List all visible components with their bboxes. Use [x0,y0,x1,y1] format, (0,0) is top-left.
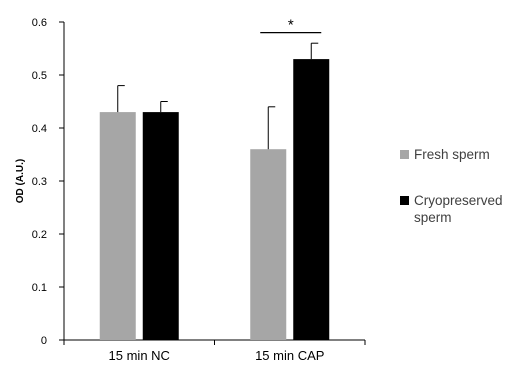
y-axis-title: OD (A.U.) [15,159,26,203]
annotations: * [260,17,322,34]
legend-swatch [400,196,409,205]
bar [293,59,330,340]
legend-label: sperm [414,210,452,225]
y-tick-label: 0 [41,335,47,347]
legend: Fresh sperm Cryopreserved sperm [400,147,503,225]
legend-swatch [400,150,409,159]
bars [99,59,330,340]
bar [142,112,179,340]
y-tick-label: 0.3 [32,176,47,188]
y-tick-label: 0.2 [32,229,47,241]
x-category-label: 15 min CAP [255,348,324,363]
bar [250,149,287,340]
error-bars [117,42,319,150]
legend-label: Cryopreserved [414,193,503,208]
y-tick-label: 0.5 [32,70,47,82]
legend-label: Fresh sperm [414,147,490,162]
bar [99,112,136,340]
significance-star: * [288,17,294,34]
x-category-label: 15 min NC [109,348,170,363]
axes: 0 0.1 0.2 0.3 0.4 0.5 0.6 15 min NC 15 min CAP OD… [15,17,366,363]
y-tick-label: 0.6 [32,17,47,29]
y-tick-label: 0.1 [32,282,47,294]
y-tick-label: 0.4 [32,123,47,135]
